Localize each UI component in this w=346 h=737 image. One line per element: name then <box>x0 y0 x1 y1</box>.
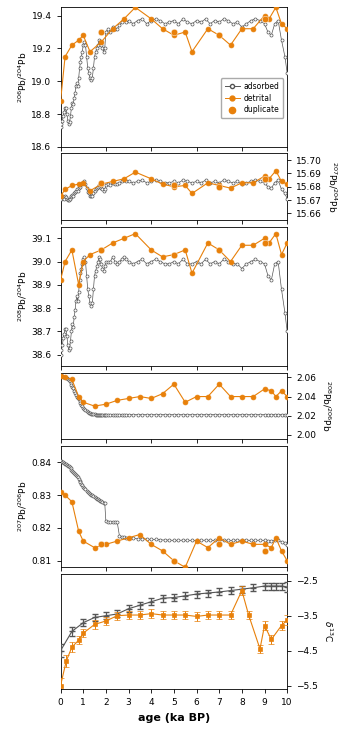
Y-axis label: $^{206}$Pb/$^{204}$Pb: $^{206}$Pb/$^{204}$Pb <box>16 52 29 103</box>
Y-axis label: $^{208}$Pb/$^{204}$Pb: $^{208}$Pb/$^{204}$Pb <box>16 270 29 322</box>
Point <box>262 173 267 185</box>
Point <box>99 539 104 551</box>
Point <box>216 244 222 256</box>
Point <box>216 29 222 41</box>
Y-axis label: $^{207}$Pb/$^{206}$Pb: $^{207}$Pb/$^{206}$Pb <box>16 481 29 532</box>
Point <box>171 180 176 192</box>
Y-axis label: $^{208}$Pb/$^{206}$Pb: $^{208}$Pb/$^{206}$Pb <box>320 380 333 432</box>
Point <box>171 26 176 38</box>
Point <box>262 13 267 25</box>
Point <box>171 248 176 260</box>
Point <box>216 181 222 192</box>
Legend: adsorbed, detrital, duplicate: adsorbed, detrital, duplicate <box>221 78 283 118</box>
Point <box>262 545 267 557</box>
Point <box>99 177 104 189</box>
Point <box>171 555 176 567</box>
Y-axis label: $^{207}$Pb/$^{204}$Pb: $^{207}$Pb/$^{204}$Pb <box>326 161 339 212</box>
Point <box>99 26 104 38</box>
X-axis label: age (ka BP): age (ka BP) <box>138 713 210 723</box>
Point <box>262 237 267 249</box>
Point <box>99 244 104 256</box>
Y-axis label: $\delta^{13}$C: $\delta^{13}$C <box>322 621 335 643</box>
Point <box>216 539 222 551</box>
